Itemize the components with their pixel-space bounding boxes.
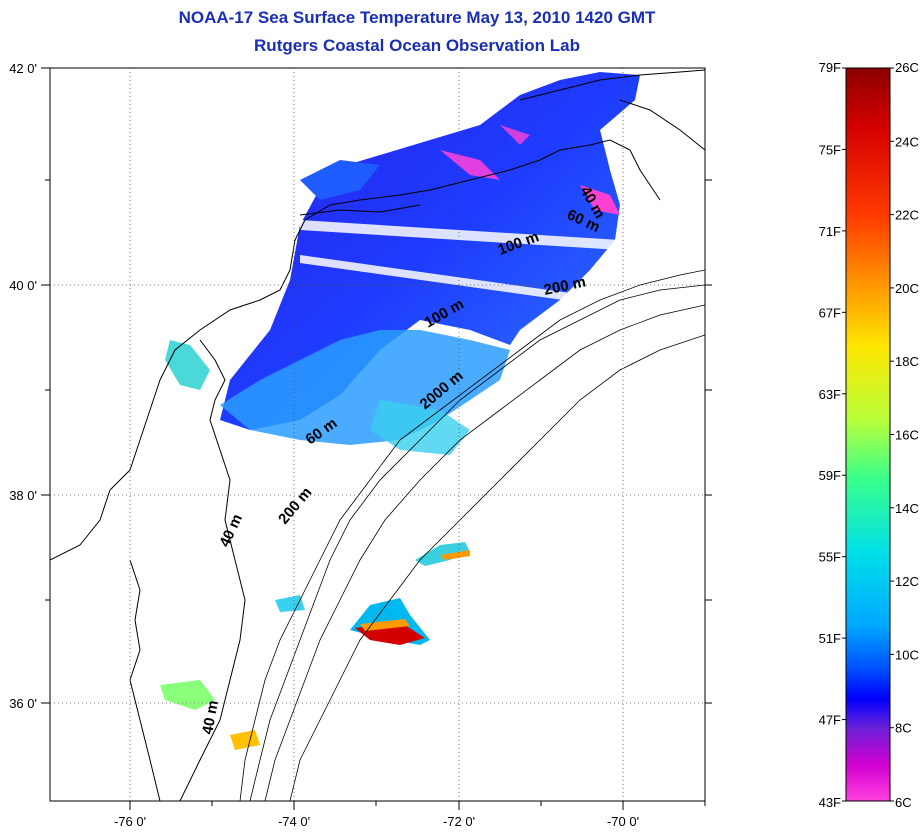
tick-marks bbox=[41, 67, 712, 810]
map-title: NOAA-17 Sea Surface Temperature May 13, … bbox=[178, 8, 656, 27]
colorbar-f-label: 59F bbox=[819, 468, 841, 483]
lon-tick-label: -70 0' bbox=[607, 814, 639, 829]
lat-tick-label: 42 0' bbox=[9, 61, 37, 76]
coastline bbox=[50, 69, 705, 801]
map-subtitle: Rutgers Coastal Ocean Observation Lab bbox=[254, 36, 580, 55]
colorbar-c-label: 14C bbox=[895, 501, 919, 516]
colorbar-c-label: 20C bbox=[895, 281, 919, 296]
colorbar-c-label: 16C bbox=[895, 428, 919, 443]
lat-tick-label: 38 0' bbox=[9, 488, 37, 503]
colorbar-gradient bbox=[845, 67, 891, 802]
colorbar bbox=[845, 67, 891, 802]
colorbar-c-label: 12C bbox=[895, 574, 919, 589]
colorbar-f-label: 79F bbox=[819, 60, 841, 75]
colorbar-fahrenheit-labels: 79F 75F 71F 67F 63F 59F 55F 51F 47F 43F bbox=[819, 60, 846, 810]
colorbar-c-label: 18C bbox=[895, 354, 919, 369]
colorbar-f-label: 51F bbox=[819, 631, 841, 646]
colorbar-c-label: 6C bbox=[895, 795, 912, 810]
colorbar-celsius-labels: 26C 24C 22C 20C 18C 16C 14C 12C 10C 8C 6C bbox=[890, 60, 919, 810]
colorbar-f-label: 47F bbox=[819, 713, 841, 728]
colorbar-c-label: 22C bbox=[895, 208, 919, 223]
colorbar-c-label: 8C bbox=[895, 721, 912, 736]
colorbar-f-label: 55F bbox=[819, 550, 841, 565]
colorbar-c-label: 24C bbox=[895, 134, 919, 149]
lon-tick-label: -72 0' bbox=[443, 814, 475, 829]
contour-label: 40 m bbox=[199, 699, 222, 736]
lat-tick-label: 36 0' bbox=[9, 696, 37, 711]
lon-tick-label: -74 0' bbox=[278, 814, 310, 829]
colorbar-f-label: 67F bbox=[819, 305, 841, 320]
colorbar-f-label: 43F bbox=[819, 795, 841, 810]
colorbar-f-label: 71F bbox=[819, 224, 841, 239]
colorbar-f-label: 63F bbox=[819, 387, 841, 402]
colorbar-c-label: 10C bbox=[895, 647, 919, 662]
colorbar-f-label: 75F bbox=[819, 142, 841, 157]
colorbar-c-label: 26C bbox=[895, 60, 919, 75]
bathymetry-contours bbox=[239, 269, 705, 801]
lon-tick-label: -76 0' bbox=[114, 814, 146, 829]
lat-tick-label: 40 0' bbox=[9, 278, 37, 293]
